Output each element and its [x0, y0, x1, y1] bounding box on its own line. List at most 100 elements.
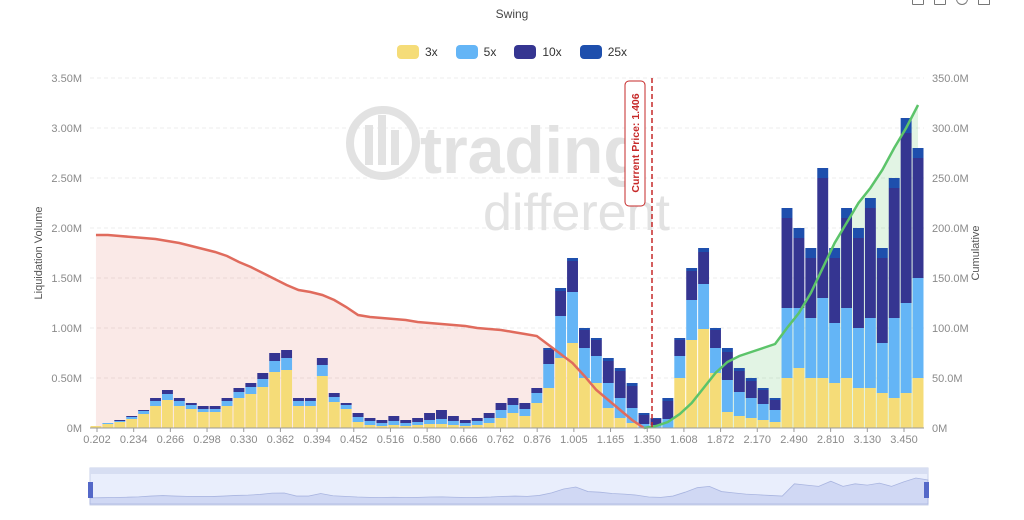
- bar-5x: [412, 422, 424, 425]
- bar-10x: [602, 361, 614, 383]
- data-zoom-slider[interactable]: [88, 467, 929, 506]
- x-tick-label: 3.130: [854, 434, 882, 446]
- current-price-label: Current Price: 1.406: [630, 93, 642, 192]
- bar-5x: [495, 410, 507, 418]
- bar-3x: [686, 340, 698, 428]
- bar-5x: [876, 343, 888, 393]
- y2-tick-label: 100.0M: [932, 323, 969, 335]
- bar-5x: [817, 298, 829, 378]
- bar-5x: [888, 318, 900, 398]
- slider-move-bar[interactable]: [90, 468, 928, 474]
- y2-tick-label: 0M: [932, 423, 947, 435]
- bar-25x: [817, 168, 829, 178]
- bar-3x: [400, 426, 412, 428]
- bar-10x: [400, 420, 412, 423]
- bar-3x: [841, 378, 853, 428]
- bar-5x: [138, 411, 150, 414]
- bar-10x: [233, 388, 245, 392]
- slider-handle-right[interactable]: [924, 482, 929, 498]
- y-tick-label: 2.00M: [51, 223, 82, 235]
- bar-3x: [674, 378, 686, 428]
- bar-5x: [745, 398, 757, 418]
- bar-3x: [876, 393, 888, 428]
- bar-3x: [626, 423, 638, 428]
- zoom-reset-icon[interactable]: [934, 0, 946, 5]
- bar-5x: [304, 401, 316, 406]
- x-tick-label: 1.005: [560, 434, 588, 446]
- bar-3x: [388, 425, 400, 428]
- bar-10x: [698, 252, 710, 284]
- bar-25x: [698, 248, 710, 252]
- bar-10x: [745, 381, 757, 398]
- bar-5x: [531, 393, 543, 403]
- bar-5x: [447, 421, 459, 425]
- bar-5x: [150, 401, 161, 406]
- x-tick-label: 0.762: [487, 434, 515, 446]
- y-tick-label: 1.50M: [51, 273, 82, 285]
- bar-5x: [340, 405, 352, 409]
- bar-3x: [340, 409, 352, 428]
- y-tick-label: 3.50M: [51, 73, 82, 85]
- bar-3x: [281, 370, 293, 428]
- bar-5x: [269, 361, 281, 372]
- bar-5x: [233, 392, 245, 398]
- legend-item-3x[interactable]: 3x: [396, 45, 438, 59]
- bar-10x: [293, 398, 304, 401]
- bar-10x: [614, 371, 626, 398]
- bar-5x: [364, 421, 376, 425]
- legend-item-10x[interactable]: 10x: [514, 45, 562, 59]
- bar-3x: [864, 388, 876, 428]
- bar-10x: [173, 398, 185, 401]
- download-icon[interactable]: [978, 0, 990, 5]
- bar-3x: [793, 368, 805, 428]
- x-tick-label: 2.490: [780, 434, 808, 446]
- bar-10x: [328, 393, 340, 397]
- legend-item-25x[interactable]: 25x: [579, 45, 628, 59]
- bar-3x: [710, 373, 721, 428]
- bar-3x: [900, 393, 912, 428]
- bar-10x: [888, 188, 900, 318]
- x-tick-label: 0.666: [450, 434, 478, 446]
- x-tick-label: 0.330: [230, 434, 258, 446]
- bar-3x: [376, 426, 388, 428]
- chart-toolbar: [912, 0, 990, 5]
- bar-3x: [269, 372, 281, 428]
- current-price-marker: Current Price: 1.406: [624, 78, 653, 428]
- bar-10x: [257, 373, 269, 379]
- bar-3x: [126, 419, 138, 428]
- legend-label: 25x: [607, 45, 628, 59]
- bar-5x: [900, 303, 912, 393]
- bar-3x: [209, 412, 221, 428]
- slider-preview: [89, 477, 929, 505]
- bar-3x: [352, 422, 364, 428]
- bar-3x: [912, 378, 924, 428]
- bar-25x: [745, 378, 757, 381]
- bar-10x: [459, 420, 471, 423]
- bar-5x: [805, 318, 817, 378]
- bar-5x: [245, 387, 257, 394]
- bar-5x: [126, 417, 138, 419]
- bar-5x: [507, 405, 519, 413]
- slider-handle-left[interactable]: [88, 482, 93, 498]
- y2-tick-label: 350.0M: [932, 73, 969, 85]
- legend-item-5x[interactable]: 5x: [455, 45, 497, 59]
- bar-5x: [114, 421, 126, 422]
- bar-3x: [185, 409, 197, 428]
- bar-5x: [459, 423, 471, 426]
- bar-3x: [173, 406, 185, 428]
- axes: 0M 0M 0.50M 50.0M 1.00M 100.0M 1.50M 150.0M 2.00…: [51, 73, 968, 446]
- y-tick-label: 2.50M: [51, 173, 82, 185]
- zoom-icon[interactable]: [912, 0, 924, 5]
- bar-10x: [436, 410, 447, 419]
- bar-3x: [543, 388, 555, 428]
- logo-bar: [378, 115, 386, 165]
- x-tick-label: 0.202: [83, 434, 111, 446]
- legend-label: 5x: [483, 45, 497, 59]
- bar-3x: [459, 426, 471, 428]
- bar-3x: [614, 418, 626, 428]
- bar-10x: [805, 258, 817, 318]
- bar-10x: [769, 400, 781, 410]
- bar-10x: [150, 398, 161, 401]
- bar-3x: [733, 416, 745, 428]
